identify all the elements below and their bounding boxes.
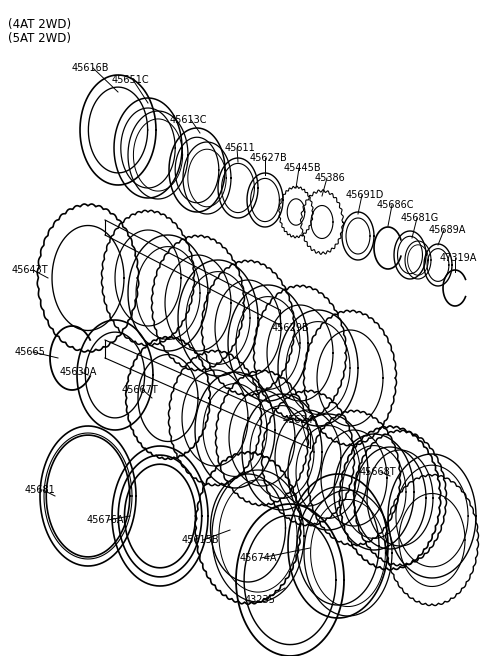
Text: 45627B: 45627B — [249, 153, 287, 163]
Text: 45445B: 45445B — [283, 163, 321, 173]
Text: 45681: 45681 — [24, 485, 55, 495]
Text: 45668T: 45668T — [360, 467, 396, 477]
Text: 45676A: 45676A — [86, 515, 124, 525]
Text: 45651C: 45651C — [111, 75, 149, 85]
Text: 45386: 45386 — [314, 173, 346, 183]
Text: 45689A: 45689A — [428, 225, 466, 235]
Text: 45624: 45624 — [283, 415, 313, 425]
Text: 45613C: 45613C — [169, 115, 207, 125]
Text: 45630A: 45630A — [60, 367, 96, 377]
Text: 43235: 43235 — [245, 595, 276, 605]
Text: 45665: 45665 — [14, 347, 46, 357]
Text: 45615B: 45615B — [181, 535, 219, 545]
Text: 45616B: 45616B — [71, 63, 109, 73]
Text: 45611: 45611 — [225, 143, 255, 153]
Text: 45667T: 45667T — [121, 385, 158, 395]
Text: (5AT 2WD): (5AT 2WD) — [8, 32, 71, 45]
Text: (4AT 2WD): (4AT 2WD) — [8, 18, 71, 31]
Text: 45674A: 45674A — [239, 553, 277, 563]
Text: 45691D: 45691D — [346, 190, 384, 200]
Text: 47319A: 47319A — [439, 253, 477, 263]
Text: 45686C: 45686C — [376, 200, 414, 210]
Text: 45681G: 45681G — [401, 213, 439, 223]
Text: 45629B: 45629B — [271, 323, 309, 333]
Text: 45643T: 45643T — [12, 265, 48, 275]
